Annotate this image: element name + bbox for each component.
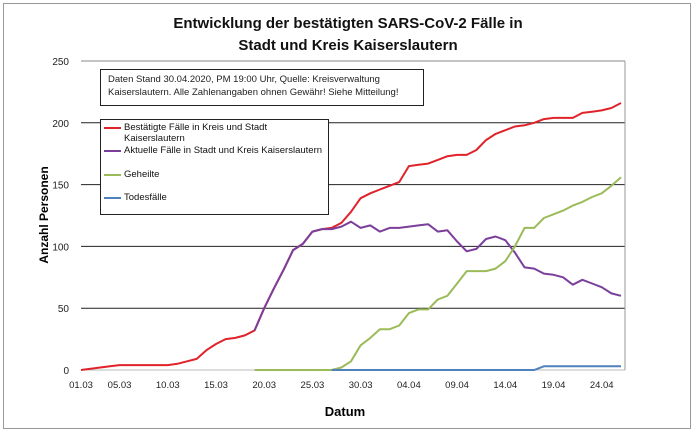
y-axis-label: Anzahl Personen [37,166,51,263]
series-line-3 [331,365,621,371]
legend-label: Aktuelle Fälle in Stadt und Kreis Kaiser… [124,145,323,156]
x-axis-label: Datum [325,404,365,419]
x-tick-label: 10.03 [156,380,180,391]
x-tick-label: 24.04 [590,380,614,391]
legend-swatch [104,150,121,152]
y-tick-label: 200 [52,119,69,130]
x-tick-label: 19.04 [542,380,566,391]
x-tick-labels: 01.03 05.03 10.03 15.03 20.03 25.03 30.03 04.04… [69,380,613,391]
legend-item-active: Aktuelle Fälle in Stadt und Kreis Kaiser… [104,145,324,156]
series-lines [80,102,622,371]
x-tick-label: 15.03 [204,380,228,391]
x-tick-label: 01.03 [69,380,93,391]
legend: Bestätigte Fälle in Kreis und Stadt Kais… [100,119,329,215]
x-tick-label: 05.03 [108,380,132,391]
y-tick-labels: 0 50 100 150 200 250 [52,57,69,377]
x-tick-label: 30.03 [349,380,373,391]
x-tick-label: 09.04 [445,380,469,391]
chart-title-line-1: Entwicklung der bestätigten SARS-CoV-2 F… [173,15,523,32]
legend-item-recovered: Geheilte [104,169,324,180]
chart-frame [3,3,691,429]
y-tick-label: 0 [63,366,69,377]
note-line-2: Kaiserslautern. Alle Zahlenangaben ohnen… [108,87,399,98]
legend-swatch [104,127,121,129]
y-tick-label: 50 [58,304,70,315]
x-tick-label: 20.03 [252,380,276,391]
legend-label: Todesfälle [124,192,167,203]
legend-label: Bestätigte Fälle in Kreis und Stadt Kais… [124,122,268,144]
chart-title: Entwicklung der bestätigten SARS-CoV-2 F… [0,13,696,57]
y-tick-label: 100 [52,242,69,253]
legend-item-deaths: Todesfälle [104,192,324,203]
note-line-1: Daten Stand 30.04.2020, PM 19:00 Uhr, Qu… [108,74,380,85]
series-line-1 [253,220,622,331]
x-tick-label: 04.04 [397,380,421,391]
data-source-note: Daten Stand 30.04.2020, PM 19:00 Uhr, Qu… [100,69,424,106]
legend-swatch [104,174,121,176]
legend-swatch [104,197,121,199]
legend-item-confirmed: Bestätigte Fälle in Kreis und Stadt Kais… [104,122,324,144]
legend-label: Geheilte [124,169,160,180]
series-line-0 [80,102,622,371]
x-tick-label: 14.04 [493,380,517,391]
gridlines [81,60,626,371]
y-tick-label: 150 [52,181,69,192]
x-tick-label: 25.03 [301,380,325,391]
chart-title-line-2: Stadt und Kreis Kaiserslautern [238,37,458,54]
y-tick-label: 250 [52,57,69,68]
series-line-2 [254,176,622,371]
